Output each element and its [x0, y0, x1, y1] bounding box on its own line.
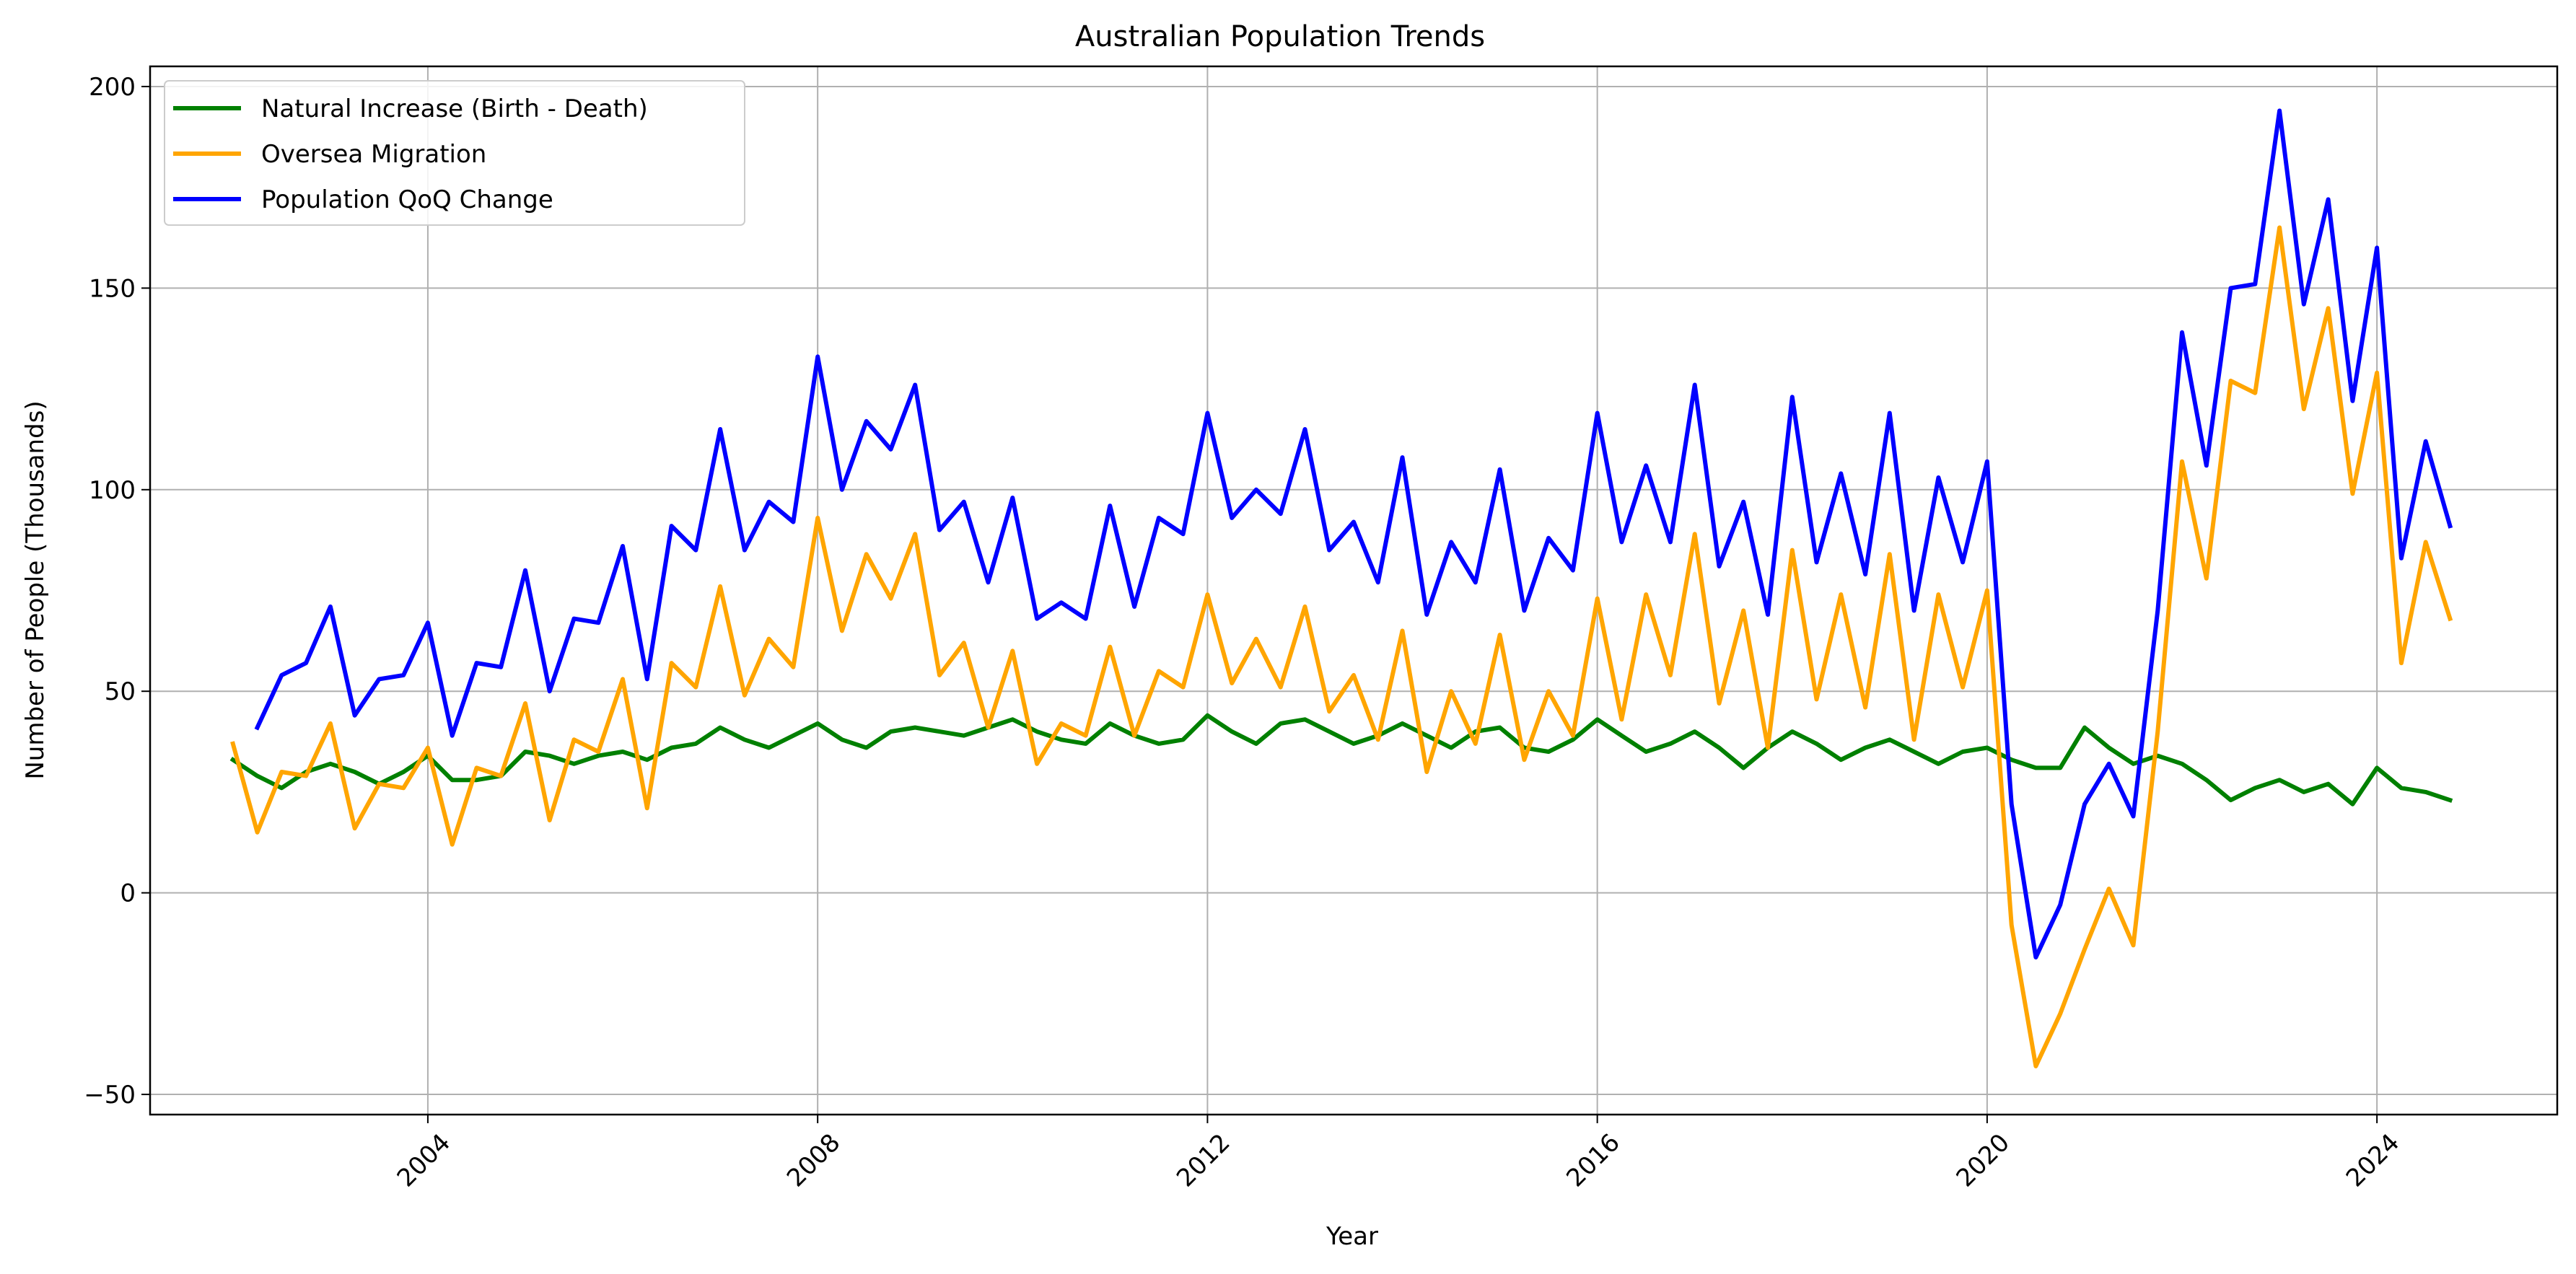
y-tick-label: 0	[120, 879, 136, 908]
x-axis-label: Year	[1326, 1222, 1378, 1251]
legend-label-1: Oversea Migration	[261, 140, 486, 169]
y-axis-ticks: −50 0 50 100 150 200	[84, 73, 150, 1110]
y-tick-label: 50	[105, 677, 136, 706]
chart-title: Australian Population Trends	[1075, 20, 1485, 53]
series-line-1	[230, 225, 2453, 1068]
x-tick-label: 2024	[2341, 1128, 2405, 1192]
x-tick-label: 2020	[1951, 1128, 2015, 1192]
legend-label-2: Population QoQ Change	[261, 185, 553, 214]
y-tick-label: 150	[89, 274, 136, 303]
x-tick-label: 2016	[1561, 1128, 1625, 1192]
plot-lines	[229, 108, 2453, 1068]
x-tick-label: 2008	[781, 1128, 846, 1192]
y-axis-label: Number of People (Thousands)	[21, 400, 50, 779]
legend-label-0: Natural Increase (Birth - Death)	[261, 95, 648, 123]
legend: Natural Increase (Birth - Death) Oversea …	[164, 80, 745, 226]
series-line-2	[254, 108, 2453, 959]
x-axis-ticks: 2004 2008 2012 2016 2020 2024	[392, 1115, 2405, 1192]
series-line-0	[229, 713, 2453, 807]
y-tick-label: 100	[89, 476, 136, 505]
x-tick-label: 2012	[1171, 1128, 1235, 1192]
y-tick-label: −50	[84, 1081, 136, 1110]
x-tick-label: 2004	[392, 1128, 456, 1192]
y-tick-label: 200	[89, 73, 136, 102]
plot-area-frame	[149, 65, 2559, 1116]
legend-box	[164, 80, 745, 226]
